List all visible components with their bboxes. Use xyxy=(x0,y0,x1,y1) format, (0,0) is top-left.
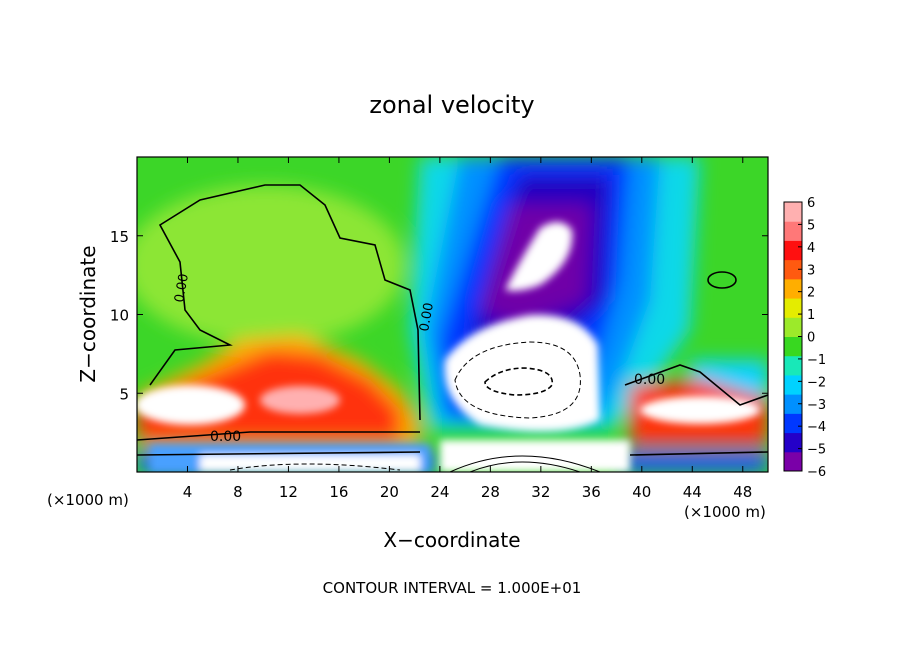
x-tick-label: 40 xyxy=(632,483,651,501)
colorbar-tick-label: −4 xyxy=(807,420,826,435)
contour-label: 0.00 xyxy=(417,302,437,333)
x-tick-label: 48 xyxy=(733,483,752,501)
colorbar-tick-label: −1 xyxy=(807,353,826,368)
y-tick-label: 5 xyxy=(119,385,129,403)
contour-label: 0.00 xyxy=(172,273,192,304)
x-tick-label: 32 xyxy=(531,483,550,501)
colorbar-swatch xyxy=(784,317,802,337)
x-tick-label: 4 xyxy=(183,483,193,501)
x-tick-label: 28 xyxy=(481,483,500,501)
contour-label: 0.00 xyxy=(210,429,241,445)
colorbar-swatch xyxy=(784,221,802,241)
colorbar-tick-label: 4 xyxy=(807,241,815,256)
colorbar-swatch xyxy=(784,202,802,222)
colorbar-tick-label: −3 xyxy=(807,398,826,413)
colorbar-swatch xyxy=(784,451,802,472)
colorbar-tick-label: 5 xyxy=(807,218,815,233)
x-tick-label: 20 xyxy=(380,483,399,501)
x-tick-label: 36 xyxy=(582,483,601,501)
colorbar-swatch xyxy=(784,240,802,261)
colorbar-tick-label: 1 xyxy=(807,308,815,323)
x-tick-label: 24 xyxy=(430,483,449,501)
x-tick-label: 16 xyxy=(329,483,348,501)
x-unit-label-right: (×1000 m) xyxy=(684,503,766,521)
contour-label: 0.00 xyxy=(634,372,665,388)
heatmap-field xyxy=(137,157,768,472)
colorbar-swatch xyxy=(784,336,802,357)
colorbar: 6 5 4 3 2 1 0 −1 −2 −3 −4 −5 −6 xyxy=(783,196,826,480)
contour-interval-note: CONTOUR INTERVAL = 1.000E+01 xyxy=(323,579,582,597)
colorbar-swatch xyxy=(784,394,802,414)
colorbar-swatch xyxy=(784,278,802,299)
x-tick-label: 44 xyxy=(683,483,702,501)
colorbar-swatch xyxy=(784,298,802,318)
colorbar-tick-label: 3 xyxy=(807,263,815,278)
x-tick-label: 12 xyxy=(279,483,298,501)
colorbar-tick-label: −5 xyxy=(807,443,826,458)
colorbar-swatch xyxy=(784,374,802,395)
colorbar-swatch xyxy=(784,259,802,280)
y-axis-title: Z−coordinate xyxy=(76,245,100,382)
x-axis-title: X−coordinate xyxy=(383,528,520,552)
colorbar-tick-label: −6 xyxy=(807,465,826,480)
colorbar-tick-label: 2 xyxy=(807,286,815,301)
colorbar-tick-label: 0 xyxy=(807,331,815,346)
colorbar-tick-label: 6 xyxy=(807,196,815,211)
x-unit-label-left: (×1000 m) xyxy=(47,491,129,509)
colorbar-swatch xyxy=(784,432,802,453)
colorbar-swatch xyxy=(784,413,802,434)
y-tick-label: 15 xyxy=(110,228,129,246)
colorbar-tick-label: −2 xyxy=(807,375,826,390)
y-tick-label: 10 xyxy=(110,307,129,325)
x-tick-label: 8 xyxy=(233,483,243,501)
colorbar-swatch xyxy=(784,355,802,376)
chart-title: zonal velocity xyxy=(369,91,534,119)
